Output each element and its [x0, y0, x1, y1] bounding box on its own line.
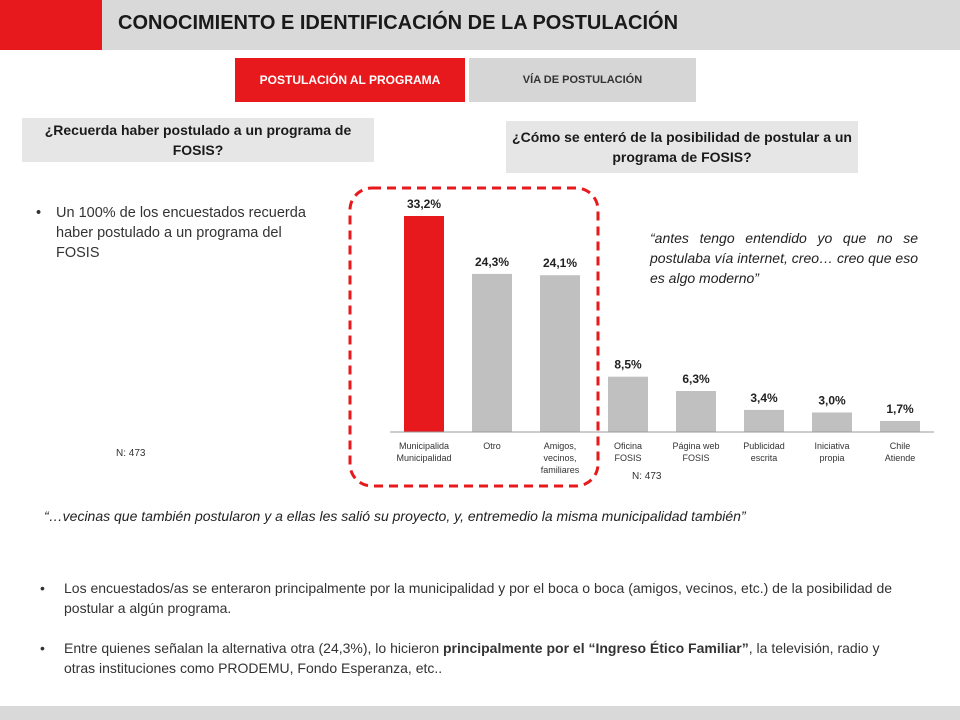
bar-5 — [676, 391, 716, 432]
category-label-1: Municipalida Municipalidad — [396, 441, 451, 463]
question-left-text: ¿Recuerda haber postulado a un programa … — [44, 122, 352, 158]
bullet-bottom-1: • Los encuestados/as se enteraron princi… — [40, 578, 904, 618]
question-left: ¿Recuerda haber postulado a un programa … — [22, 118, 374, 162]
header-accent — [0, 0, 102, 50]
quote-bottom: “…vecinas que también postularon y a ell… — [44, 508, 746, 524]
question-right: ¿Cómo se enteró de la posibilidad de pos… — [506, 121, 858, 173]
category-label-5: Página web FOSIS — [672, 441, 719, 463]
page-title: CONOCIMIENTO E IDENTIFICACIÓN DE LA POST… — [118, 12, 679, 34]
bullet-bottom-2: • Entre quienes señalan la alternativa o… — [40, 638, 904, 678]
category-label-6: Publicidad escrita — [743, 441, 785, 463]
quote-right: “antes tengo entendido yo que no se post… — [650, 230, 918, 286]
bar-2 — [472, 273, 512, 432]
bullet-bottom-2-text-end: , la televisión, radio y otras instituci… — [64, 640, 880, 676]
value-label-4: 8,5% — [614, 358, 642, 372]
bullet-bottom-2-bold: principalmente por el “Ingreso Ético Fam… — [443, 640, 749, 656]
bullet-left-text: Un 100% de los encuestados recuerda habe… — [56, 205, 306, 261]
bullets-bottom: • Los encuestados/as se enteraron princi… — [40, 578, 904, 698]
sample-size-right: N: 473 — [632, 471, 662, 482]
bar-chart: 33,2% Municipalida Municipalidad 24,3% Otro 2… — [348, 186, 934, 488]
bar-3 — [540, 275, 580, 432]
bullet-bottom-1-text: Los encuestados/as se enteraron principa… — [64, 580, 893, 616]
tab-via-de-postulacion[interactable]: VÍA DE POSTULACIÓN — [469, 58, 696, 102]
value-label-2: 24,3% — [475, 255, 509, 269]
bar-7 — [812, 412, 852, 432]
question-right-text: ¿Cómo se enteró de la posibilidad de pos… — [512, 129, 852, 165]
highlight-box — [348, 186, 600, 488]
sample-size-left: N: 473 — [116, 448, 146, 459]
bullet-dot: • — [36, 205, 42, 221]
tab-postulacion-al-programa[interactable]: POSTULACIÓN AL PROGRAMA — [235, 58, 465, 102]
bar-1 — [404, 216, 444, 432]
bar-8 — [880, 420, 920, 432]
category-label-8: Chile Atiende — [885, 441, 916, 463]
category-label-7: Iniciativa propia — [814, 441, 849, 463]
bullet-dot: • — [40, 580, 45, 596]
value-label-6: 3,4% — [750, 391, 778, 405]
bullet-left: • Un 100% de los encuestados recuerda ha… — [36, 203, 316, 263]
footer-bar — [0, 706, 960, 720]
bullet-dot: • — [40, 640, 45, 656]
value-label-3: 24,1% — [543, 256, 577, 270]
value-label-5: 6,3% — [682, 372, 710, 386]
value-label-1: 33,2% — [407, 197, 441, 211]
category-label-4: Oficina FOSIS — [614, 441, 642, 463]
header-bar — [102, 0, 960, 50]
category-label-2: Otro — [483, 441, 501, 451]
bar-4 — [608, 376, 648, 432]
bar-6 — [744, 409, 784, 432]
value-label-7: 3,0% — [818, 393, 846, 407]
bullet-bottom-2-text: Entre quienes señalan la alternativa otr… — [64, 640, 443, 656]
value-label-8: 1,7% — [886, 402, 914, 416]
category-label-3: Amigos, vecinos, familiares — [541, 441, 580, 475]
